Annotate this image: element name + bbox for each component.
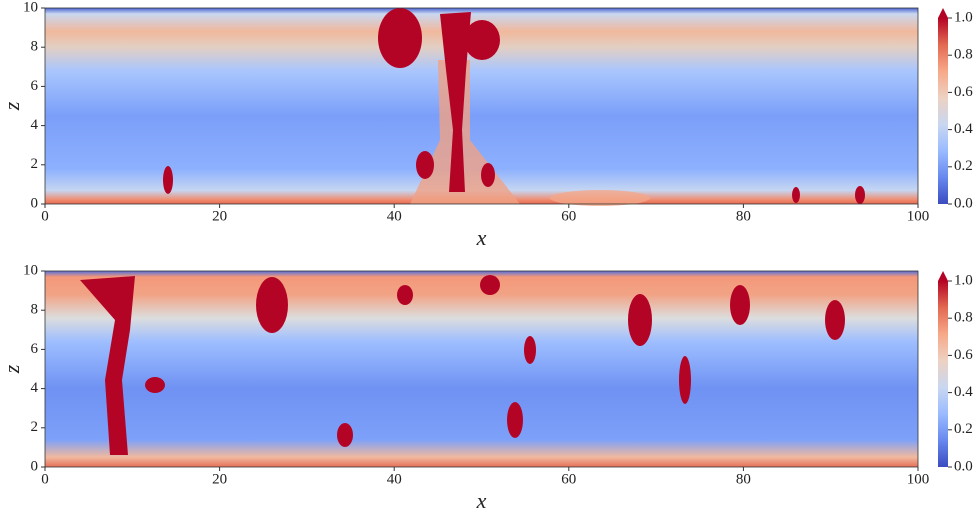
x-axis-label: x (476, 488, 487, 513)
colorbar-tick-label: 0.6 (954, 347, 973, 363)
field-top (45, 8, 918, 206)
colorbar-tick-label: 0.6 (954, 84, 973, 100)
y-tick-label: 4 (31, 380, 39, 396)
colorbar (938, 18, 948, 204)
x-tick-label: 100 (907, 208, 930, 224)
y-tick-label: 2 (31, 419, 39, 435)
colorbar-tick-label: 0.4 (954, 121, 973, 137)
y-tick-label: 4 (31, 117, 39, 133)
plot-frame (44, 270, 919, 468)
y-tick-label: 6 (31, 341, 39, 357)
y-tick-label: 0 (31, 458, 39, 474)
y-axis-label: z (0, 364, 24, 374)
y-tick-label: 10 (23, 262, 38, 278)
y-tick-label: 10 (23, 0, 38, 15)
x-tick-label: 20 (212, 471, 227, 487)
field-bottom (45, 271, 918, 467)
x-tick-label: 40 (387, 208, 402, 224)
x-tick-label: 40 (387, 471, 402, 487)
y-axis-label: z (0, 101, 24, 111)
x-tick-label: 0 (41, 471, 49, 487)
y-tick-label: 6 (31, 78, 39, 94)
x-tick-label: 100 (907, 471, 930, 487)
x-tick-label: 80 (736, 208, 751, 224)
x-tick-label: 0 (41, 208, 49, 224)
colorbar-tick-label: 0.2 (954, 421, 973, 437)
y-tick-label: 8 (31, 39, 39, 55)
plot-frame (44, 7, 919, 205)
y-tick-label: 0 (31, 195, 39, 211)
colorbar-tick-label: 0.2 (954, 158, 973, 174)
colorbar-tick-label: 1.0 (954, 272, 973, 288)
x-tick-label: 60 (561, 208, 576, 224)
colorbar-tick-label: 1.0 (954, 9, 973, 25)
x-tick-label: 80 (736, 471, 751, 487)
y-tick-label: 8 (31, 302, 39, 318)
colorbar-tick-label: 0.0 (954, 195, 973, 211)
x-tick-label: 20 (212, 208, 227, 224)
colorbar (938, 281, 948, 467)
colorbar-tick-label: 0.0 (954, 458, 973, 474)
x-axis-label: x (476, 225, 487, 250)
y-tick-label: 2 (31, 156, 39, 172)
colorbar-tick-label: 0.4 (954, 384, 973, 400)
colorbar-tick-label: 0.8 (954, 47, 973, 63)
colorbar-extend (938, 271, 948, 281)
x-tick-label: 60 (561, 471, 576, 487)
colorbar-tick-label: 0.8 (954, 310, 973, 326)
colorbar-extend (938, 8, 948, 18)
